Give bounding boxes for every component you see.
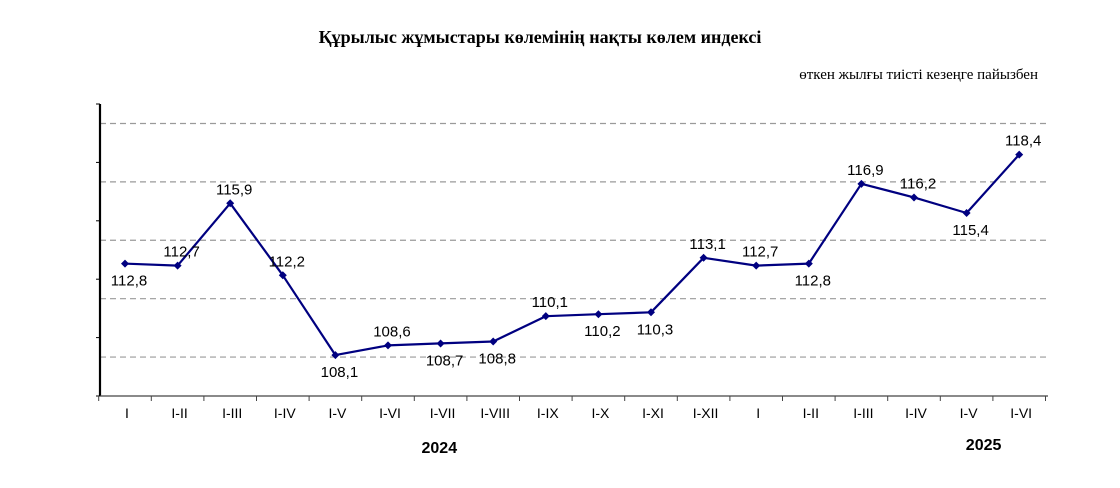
data-point-marker — [489, 337, 498, 346]
x-tick-label: I-II — [171, 405, 187, 421]
data-point-marker — [594, 310, 603, 319]
data-points — [121, 150, 1024, 360]
data-label: 108,7 — [426, 352, 464, 369]
data-label: 115,4 — [952, 222, 988, 239]
x-tick-label: I-VII — [430, 405, 456, 421]
x-tick-label: I-X — [591, 405, 610, 421]
x-tick-label: I-XII — [693, 405, 719, 421]
series-line — [124, 153, 1021, 357]
data-label: 110,3 — [637, 321, 673, 338]
data-point-marker — [752, 261, 761, 270]
data-label: 112,8 — [795, 273, 831, 290]
gridlines — [100, 122, 1048, 358]
series-line-path — [124, 153, 1021, 357]
data-label: 115,9 — [216, 181, 252, 198]
data-point-marker — [331, 351, 340, 360]
data-label: 112,8 — [111, 273, 147, 290]
data-point-marker — [226, 199, 235, 208]
year-label-2025: 2025 — [966, 437, 1002, 454]
x-tick-label: I-III — [853, 405, 873, 421]
x-tick-label: I-III — [222, 405, 242, 421]
data-label: 108,8 — [478, 350, 516, 367]
data-point-marker — [173, 261, 182, 270]
x-tick-label: I-XI — [642, 405, 664, 421]
x-tick-label: I-VIII — [480, 405, 510, 421]
data-labels: 112,8 112,7 115,9 112,2 108,1 108,6 108,7 108,8… — [111, 133, 1042, 382]
x-tick-label: I-VI — [379, 405, 401, 421]
data-label: 110,2 — [584, 323, 620, 340]
data-label: 112,2 — [269, 253, 305, 270]
data-label: 108,1 — [321, 364, 359, 381]
data-label: 110,1 — [532, 294, 568, 311]
data-label: 118,4 — [1005, 133, 1041, 150]
x-tick-label: I-II — [803, 405, 819, 421]
data-label: 116,9 — [847, 162, 883, 179]
x-tick-label: I — [756, 405, 760, 421]
x-tick-label: I-VI — [1010, 405, 1032, 421]
data-point-marker — [699, 253, 708, 262]
axes — [96, 103, 1048, 401]
data-label: 112,7 — [742, 244, 778, 261]
x-tick-labels: I I-II I-III I-IV I-V I-VI I-VII I-VIII I-IX I-X I… — [125, 405, 1032, 421]
data-point-marker — [121, 259, 129, 268]
year-labels: 2024 2025 — [422, 437, 1002, 457]
data-label: 108,6 — [373, 323, 411, 340]
chart-subtitle: өткен жылғы тиісті кезеңге пайызбен — [799, 67, 1038, 83]
data-point-marker — [804, 259, 813, 268]
data-point-marker — [962, 209, 971, 218]
x-tick-label: I-V — [328, 405, 347, 421]
data-point-marker — [278, 271, 287, 280]
x-tick-label: I — [125, 405, 129, 421]
x-tick-label: I-IV — [905, 405, 927, 421]
data-point-marker — [1015, 150, 1024, 159]
x-tick-label: I-IX — [537, 405, 559, 421]
data-point-marker — [384, 341, 392, 350]
data-label: 112,7 — [163, 244, 199, 261]
data-point-marker — [436, 339, 445, 348]
data-point-marker — [857, 179, 866, 188]
chart-title: Құрылыс жұмыстары көлемінің нақты көлем … — [319, 27, 762, 47]
data-point-marker — [910, 193, 918, 202]
data-point-marker — [647, 308, 655, 317]
x-tick-label: I-IV — [274, 405, 296, 421]
data-label: 113,1 — [689, 236, 725, 253]
x-tick-label: I-V — [960, 405, 979, 421]
year-label-2024: 2024 — [422, 440, 458, 457]
data-point-marker — [541, 312, 550, 321]
data-label: 116,2 — [900, 175, 936, 192]
